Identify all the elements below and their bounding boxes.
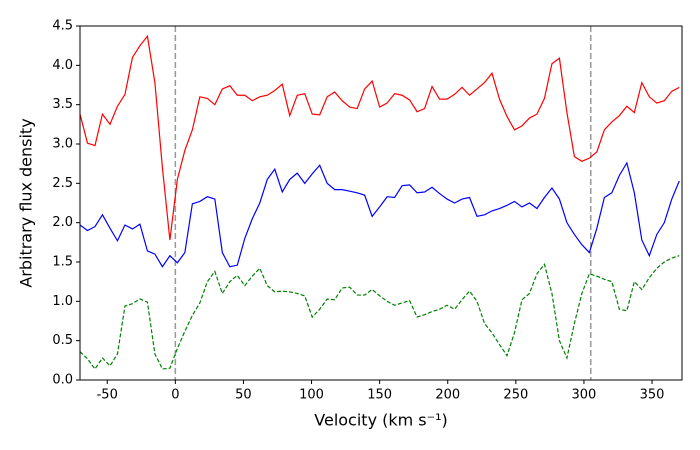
x-tick-label: 0 — [171, 388, 179, 403]
y-tick-label: 0.5 — [52, 333, 73, 348]
plot-frame — [79, 25, 683, 381]
y-tick-label: 1.0 — [52, 294, 73, 309]
y-tick-label: 1.5 — [52, 255, 73, 270]
x-tick-label: 350 — [640, 388, 665, 403]
series-line — [80, 255, 680, 371]
y-tick-label: 2.0 — [52, 215, 73, 230]
x-tick-label: 150 — [367, 388, 392, 403]
y-tick-label: 4.0 — [52, 58, 73, 73]
y-tick-label: 3.0 — [52, 137, 73, 152]
y-tick-label: 3.5 — [52, 97, 73, 112]
y-tick-label: 0.0 — [52, 373, 73, 388]
series-line — [80, 161, 680, 268]
y-axis-label: Arbitrary flux density — [17, 118, 36, 287]
x-tick-label: 100 — [299, 388, 324, 403]
x-tick-label: 50 — [235, 388, 252, 403]
y-tick-label: 2.5 — [52, 176, 73, 191]
x-axis-label: Velocity (km s⁻¹) — [314, 411, 447, 430]
series-line — [80, 34, 680, 241]
x-tick-label: 200 — [435, 388, 460, 403]
x-tick-label: 300 — [572, 388, 597, 403]
x-tick-label: 250 — [503, 388, 528, 403]
y-tick-label: 4.5 — [52, 19, 73, 34]
x-tick-label: -50 — [97, 388, 118, 403]
